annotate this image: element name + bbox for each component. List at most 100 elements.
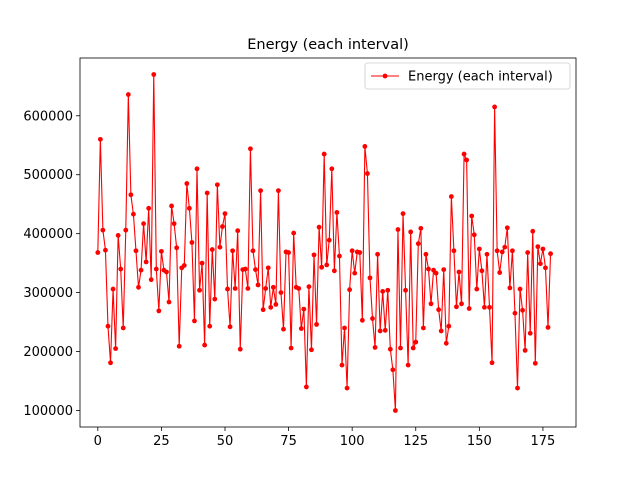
data-point: [192, 318, 197, 324]
data-point: [276, 188, 281, 194]
data-point: [105, 323, 111, 329]
data-point: [502, 244, 508, 250]
data-point: [377, 328, 383, 334]
data-point: [349, 248, 355, 254]
data-point: [151, 72, 157, 77]
data-point: [408, 229, 414, 235]
x-tick-label: 125: [403, 434, 428, 449]
data-point: [314, 322, 319, 327]
y-tick-label: 100000: [23, 404, 73, 419]
data-point: [403, 287, 408, 293]
data-point: [497, 270, 503, 275]
data-point: [515, 385, 520, 391]
data-point: [319, 264, 325, 270]
data-point: [375, 251, 380, 257]
data-point: [362, 144, 368, 149]
data-point: [413, 339, 419, 345]
data-point: [329, 166, 335, 172]
legend-box: [364, 62, 571, 90]
y-tick-label: 400000: [23, 227, 73, 242]
data-point: [537, 261, 543, 267]
data-point: [103, 247, 108, 253]
data-point: [248, 146, 253, 152]
data-point: [128, 192, 134, 198]
data-point: [311, 252, 317, 258]
data-point: [131, 211, 136, 217]
data-point: [451, 248, 457, 254]
data-point: [273, 301, 279, 307]
data-point: [141, 221, 146, 227]
data-point: [456, 269, 462, 275]
x-tick-label: 150: [467, 434, 492, 449]
data-point: [545, 324, 551, 330]
data-point: [387, 346, 393, 352]
data-point: [97, 136, 103, 142]
data-point: [367, 275, 373, 281]
data-point: [136, 284, 141, 290]
data-point: [232, 286, 238, 291]
data-point: [357, 250, 363, 255]
data-point: [118, 266, 124, 272]
data-point: [517, 286, 523, 292]
data-point: [426, 266, 431, 272]
data-point: [530, 228, 536, 234]
data-point: [342, 325, 347, 331]
data-point: [471, 232, 477, 238]
data-point: [108, 360, 113, 366]
data-point: [393, 408, 398, 413]
data-point: [303, 384, 309, 390]
data-point: [253, 267, 258, 273]
data-point: [263, 286, 269, 291]
series-layer: [95, 72, 553, 413]
data-point: [138, 267, 144, 273]
x-tick-label: 0: [94, 434, 102, 449]
data-point: [428, 301, 434, 307]
data-point: [260, 307, 266, 313]
x-tick-label: 100: [340, 434, 365, 449]
data-point: [268, 304, 274, 310]
data-point: [217, 244, 223, 250]
data-point: [189, 240, 195, 245]
data-point: [255, 282, 261, 288]
data-point: [181, 263, 187, 268]
data-point: [265, 265, 271, 271]
data-point: [476, 246, 482, 252]
data-point: [415, 241, 421, 247]
data-point: [270, 284, 276, 290]
data-point: [382, 327, 388, 333]
data-point: [212, 296, 218, 302]
data-point: [125, 92, 131, 97]
data-point: [242, 266, 248, 272]
data-point: [197, 287, 202, 293]
data-point: [222, 211, 228, 217]
data-point: [543, 265, 548, 271]
data-point: [499, 249, 505, 255]
data-point: [278, 290, 284, 296]
legend-marker-swatch: [382, 73, 388, 79]
data-point: [365, 171, 370, 176]
data-point: [512, 310, 518, 316]
data-point: [494, 248, 500, 254]
data-point: [461, 151, 467, 157]
legend: Energy (each interval): [364, 62, 571, 90]
data-point: [281, 326, 286, 332]
data-point: [286, 250, 291, 255]
data-point: [133, 248, 139, 254]
data-point: [156, 308, 162, 314]
data-point: [405, 362, 411, 368]
data-point: [291, 230, 297, 236]
data-point: [482, 304, 487, 310]
data-point: [225, 286, 230, 292]
data-point: [309, 347, 314, 353]
data-point: [204, 190, 210, 196]
data-point: [344, 385, 350, 391]
x-axis: 0 25 50 75 100 125 150 175: [94, 427, 555, 449]
data-point: [298, 326, 304, 331]
y-tick-label: 200000: [23, 345, 73, 360]
chart-title: Energy (each interval): [247, 37, 409, 53]
data-point: [207, 323, 213, 329]
data-point: [423, 251, 429, 257]
data-point: [510, 248, 515, 254]
data-point: [441, 267, 447, 273]
